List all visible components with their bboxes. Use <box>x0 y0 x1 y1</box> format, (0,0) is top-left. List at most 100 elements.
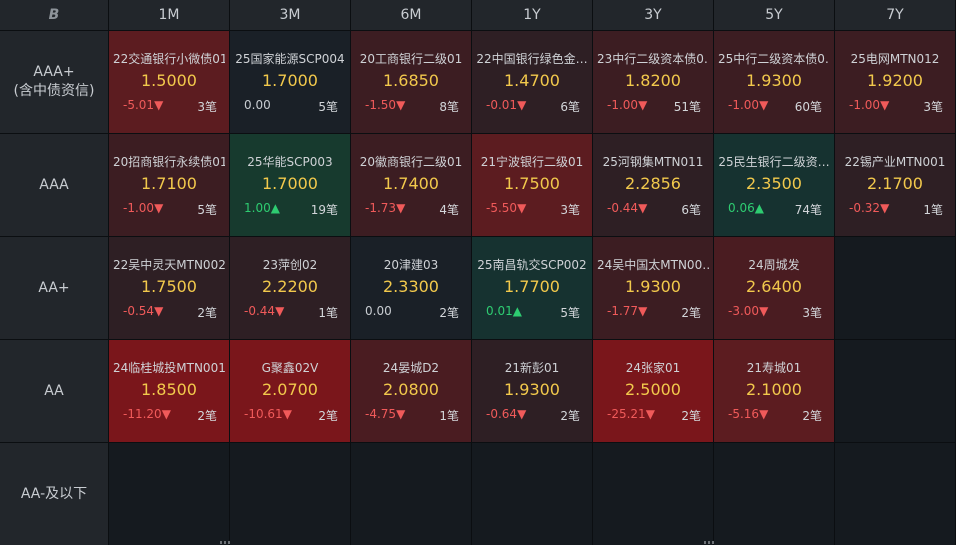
trade-count: 51笔 <box>673 100 701 114</box>
bond-name: 25民生银行二级资… <box>718 155 830 169</box>
yield-change-value: 0.00 <box>365 304 392 318</box>
trade-count: 60笔 <box>794 100 822 114</box>
bond-name: 20徽商银行二级01 <box>359 155 463 169</box>
bond-cell[interactable]: 21宁波银行二级01 1.7500 -5.50▼ 3笔 <box>472 134 592 236</box>
bond-cell[interactable]: 22交通银行小微债01 1.5000 -5.01▼ 3笔 <box>109 31 229 133</box>
bond-yield: 1.7100 <box>141 174 197 193</box>
bond-yield: 2.1700 <box>867 174 923 193</box>
yield-change: -1.00▼ <box>728 98 768 112</box>
bond-cell[interactable]: 25电网MTN012 1.9200 -1.00▼ 3笔 <box>835 31 955 133</box>
bond-cell[interactable]: 20招商银行永续债01 1.7100 -1.00▼ 5笔 <box>109 134 229 236</box>
bond-yield: 1.7500 <box>504 174 560 193</box>
bond-cell[interactable]: 25南昌轨交SCP002 1.7700 0.01▲ 5笔 <box>472 237 592 339</box>
bond-cell[interactable]: 20徽商银行二级01 1.7400 -1.73▼ 4笔 <box>351 134 471 236</box>
yield-change-value: 0.00 <box>244 98 271 112</box>
bond-cell[interactable]: 24张家01 2.5000 -25.21▼ 2笔 <box>593 340 713 442</box>
down-arrow-icon: ▼ <box>396 201 406 215</box>
bond-cell[interactable]: 23中行二级资本债0… 1.8200 -1.00▼ 51笔 <box>593 31 713 133</box>
bond-cell[interactable]: 25中行二级资本债0… 1.9300 -1.00▼ 60笔 <box>714 31 834 133</box>
yield-change: 0.01▲ <box>486 304 522 318</box>
bond-yield: 2.1000 <box>746 380 802 399</box>
bond-name: 24临桂城投MTN001 <box>113 361 225 375</box>
bond-name: 25国家能源SCP004 <box>235 52 345 66</box>
column-header-5y[interactable]: 5Y <box>714 0 834 30</box>
bond-yield: 1.7400 <box>383 174 439 193</box>
bond-cell[interactable]: 25国家能源SCP004 1.7000 0.00 5笔 <box>230 31 350 133</box>
bond-cell[interactable]: 20津建03 2.3300 0.00 2笔 <box>351 237 471 339</box>
empty-cell <box>109 443 229 545</box>
trade-count: 74笔 <box>794 203 822 217</box>
bond-yield: 1.8500 <box>141 380 197 399</box>
row-label: AAA+ (含中债资信) <box>0 31 108 133</box>
yield-change: 0.00 <box>365 304 392 318</box>
yield-change-value: -0.32 <box>849 201 881 215</box>
yield-change: 1.00▲ <box>244 201 280 215</box>
column-header-7y[interactable]: 7Y <box>835 0 955 30</box>
bond-cell[interactable]: 24周城发 2.6400 -3.00▼ 3笔 <box>714 237 834 339</box>
bond-cell[interactable]: 20工商银行二级01 1.6850 -1.50▼ 8笔 <box>351 31 471 133</box>
yield-change-value: -5.16 <box>728 407 760 421</box>
column-header-6m[interactable]: 6M <box>351 0 471 30</box>
bond-name: 22中国银行绿色金… <box>476 52 588 66</box>
yield-change: -1.00▼ <box>123 201 163 215</box>
yield-change-value: -0.54 <box>123 304 155 318</box>
bond-cell[interactable]: 21寿城01 2.1000 -5.16▼ 2笔 <box>714 340 834 442</box>
bond-name: 21宁波银行二级01 <box>480 155 584 169</box>
trade-count: 6笔 <box>560 100 580 114</box>
yield-change-value: -4.75 <box>365 407 397 421</box>
yield-change: -0.01▼ <box>486 98 526 112</box>
row-label-line: AA <box>44 382 64 399</box>
yield-change: -0.32▼ <box>849 201 889 215</box>
bond-cell[interactable]: 22锡产业MTN001 2.1700 -0.32▼ 1笔 <box>835 134 955 236</box>
app-logo-icon: B <box>48 7 60 23</box>
bond-cell[interactable]: 24临桂城投MTN001 1.8500 -11.20▼ 2笔 <box>109 340 229 442</box>
bond-cell[interactable]: 25民生银行二级资… 2.3500 0.06▲ 74笔 <box>714 134 834 236</box>
column-header-1y[interactable]: 1Y <box>472 0 592 30</box>
trade-count: 3笔 <box>560 203 580 217</box>
bond-name: 22锡产业MTN001 <box>844 155 946 169</box>
column-header-3y[interactable]: 3Y <box>593 0 713 30</box>
down-arrow-icon: ▼ <box>638 201 648 215</box>
yield-change: -0.64▼ <box>486 407 526 421</box>
bond-cell[interactable]: 24吴中国太MTN00… 1.9300 -1.77▼ 2笔 <box>593 237 713 339</box>
bond-name: G聚鑫02V <box>261 361 319 375</box>
yield-change-value: 0.01 <box>486 304 513 318</box>
yield-change: -1.00▼ <box>849 98 889 112</box>
row-label-line: (含中债资信) <box>13 83 95 99</box>
bond-name: 20工商银行二级01 <box>359 52 463 66</box>
bond-cell[interactable]: 22中国银行绿色金… 1.4700 -0.01▼ 6笔 <box>472 31 592 133</box>
bond-name: 23中行二级资本债0… <box>597 52 709 66</box>
bond-yield: 1.7000 <box>262 71 318 90</box>
bond-yield: 1.9300 <box>625 277 681 296</box>
trade-count: 2笔 <box>197 409 217 423</box>
bond-cell[interactable]: 25河钢集MTN011 2.2856 -0.44▼ 6笔 <box>593 134 713 236</box>
column-header-3m[interactable]: 3M <box>230 0 350 30</box>
yield-change: -25.21▼ <box>607 407 655 421</box>
down-arrow-icon: ▼ <box>638 98 648 112</box>
column-header-1m[interactable]: 1M <box>109 0 229 30</box>
bond-yield: 2.0800 <box>383 380 439 399</box>
column-resize-handle[interactable] <box>704 541 716 544</box>
bond-cell[interactable]: 22吴中灵天MTN002 1.7500 -0.54▼ 2笔 <box>109 237 229 339</box>
corner-cell: B <box>0 0 108 30</box>
yield-change: -5.50▼ <box>486 201 526 215</box>
bond-cell[interactable]: 24晏城D2 2.0800 -4.75▼ 1笔 <box>351 340 471 442</box>
bond-yield: 1.5000 <box>141 71 197 90</box>
yield-change: 0.06▲ <box>728 201 764 215</box>
row-label-line: AA-及以下 <box>20 485 88 502</box>
bond-name: 24周城发 <box>748 258 800 272</box>
trade-count: 1笔 <box>318 306 338 320</box>
bond-cell[interactable]: 23萍创02 2.2200 -0.44▼ 1笔 <box>230 237 350 339</box>
column-resize-handle[interactable] <box>220 541 232 544</box>
yield-change: -5.16▼ <box>728 407 768 421</box>
bond-cell[interactable]: G聚鑫02V 2.0700 -10.61▼ 2笔 <box>230 340 350 442</box>
bond-cell[interactable]: 21新彭01 1.9300 -0.64▼ 2笔 <box>472 340 592 442</box>
bond-yield: 2.5000 <box>625 380 681 399</box>
empty-cell <box>593 443 713 545</box>
bond-yield: 2.3500 <box>746 174 802 193</box>
empty-cell <box>835 237 955 339</box>
trade-count: 4笔 <box>439 203 459 217</box>
bond-yield: 2.6400 <box>746 277 802 296</box>
row-label-line: AAA <box>39 176 69 193</box>
bond-cell[interactable]: 25华能SCP003 1.7000 1.00▲ 19笔 <box>230 134 350 236</box>
